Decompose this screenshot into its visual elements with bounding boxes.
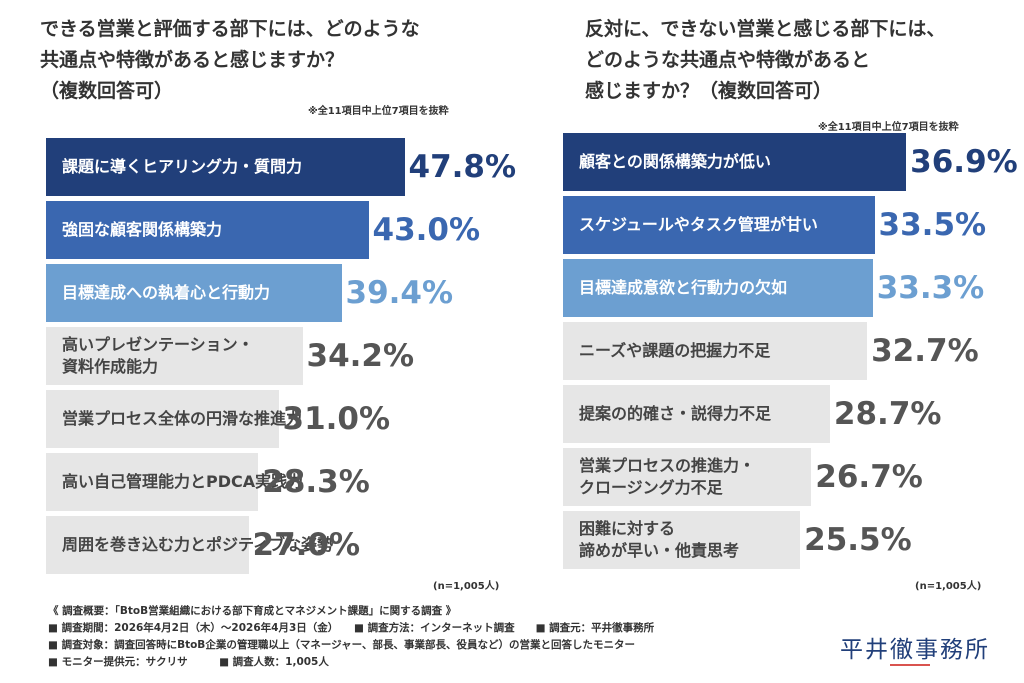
bar [46, 390, 279, 448]
bar [46, 453, 259, 511]
bar-label: 高い自己管理能力とPDCA実践力 [62, 472, 304, 491]
bar [46, 264, 342, 322]
note: ※全11項目中上位7項目を抜粋 [818, 122, 959, 133]
value-label: 28.3% [262, 464, 370, 500]
bar-label: 高いプレゼンテーション・ 資料作成能力 [62, 335, 254, 376]
value-label: 26.7% [815, 459, 923, 495]
value-label: 25.5% [804, 522, 912, 558]
value-label: 47.8% [408, 149, 517, 185]
logo-underline [890, 664, 930, 666]
value-label: 36.9% [910, 144, 1018, 180]
value-label: 33.3% [876, 270, 985, 306]
bar [563, 448, 812, 506]
value-label: 33.5% [878, 207, 987, 243]
bar-label: 課題に導くヒアリング力・質問力 [62, 157, 303, 176]
bar [46, 327, 303, 385]
value-label: 43.0% [372, 212, 481, 248]
bar [46, 138, 405, 196]
value-label: 28.7% [833, 396, 942, 432]
bar [563, 196, 875, 254]
footer-line: ■ モニター提供元：サクリサ ■ 調査人数：1,005人 [48, 656, 329, 668]
chart-title: 反対に、できない営業と感じる部下には、 どのような共通点や特徴があると 感じます… [585, 18, 946, 102]
bar-label: 目標達成への執着心と行動力 [62, 283, 271, 302]
note: ※全11項目中上位7項目を抜粋 [308, 106, 449, 117]
bar-label: 提案の的確さ・説得力不足 [579, 404, 772, 423]
bar-label: 営業プロセスの推進力・ クロージング力不足 [579, 456, 756, 497]
footer-line: ■ 調査対象：調査回答時にBtoB企業の管理職以上（マネージャー、部長、事業部長… [48, 639, 635, 651]
bar-label: 周囲を巻き込む力とポジティブな姿勢 [62, 535, 334, 554]
logo: 平井徹事務所 [840, 637, 990, 663]
footer-line: ■ 調査期間：2026年4月2日（木）〜2026年4月3日（金） ■ 調査方法：… [48, 622, 655, 634]
chart-title: できる営業と評価する部下には、どのような 共通点や特徴があると感じますか？ （複… [40, 18, 420, 102]
bar [46, 516, 249, 574]
sample-size: (n=1,005人) [433, 581, 500, 592]
bar [563, 133, 907, 191]
bar-label: 顧客との関係構築力が低い [579, 152, 771, 171]
bar-label: 強固な顧客関係構築力 [62, 220, 223, 239]
value-label: 31.0% [282, 401, 391, 437]
bar-label: 営業プロセス全体の円滑な推進力 [62, 409, 303, 428]
footer-line: 《 調査概要：「BtoB営業組織における部下育成とマネジメント課題」に関する調査… [48, 605, 457, 617]
bar-label: スケジュールやタスク管理が甘い [579, 215, 818, 234]
value-label: 39.4% [345, 275, 454, 311]
value-label: 32.7% [871, 333, 979, 369]
bar-label: 困難に対する 諦めが早い・他責思考 [579, 519, 740, 560]
bar [46, 201, 369, 259]
bar [563, 259, 873, 317]
value-label: 34.2% [306, 338, 415, 374]
sample-size: (n=1,005人) [915, 581, 982, 592]
value-label: 27.0% [252, 527, 361, 563]
bar [563, 385, 830, 443]
bar-label: ニーズや課題の把握力不足 [579, 341, 771, 360]
bar-label: 目標達成意欲と行動力の欠如 [579, 278, 788, 297]
bar [563, 511, 801, 569]
bar [563, 322, 868, 380]
